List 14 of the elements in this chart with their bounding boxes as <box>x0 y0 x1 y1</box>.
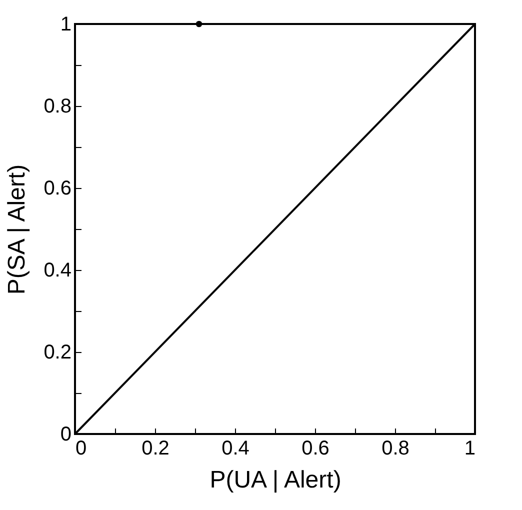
x-tick-label: 0.8 <box>382 438 410 460</box>
y-tick-label: 0 <box>60 424 72 446</box>
y-tick-label: 1 <box>60 14 72 36</box>
y-axis-title: P(SA | Alert) <box>4 164 31 295</box>
x-tick-label: 0.6 <box>302 438 330 460</box>
y-tick-label: 0.4 <box>44 260 72 282</box>
y-tick-label: 0.8 <box>44 96 72 118</box>
x-axis-title: P(UA | Alert) <box>210 466 342 494</box>
y-tick-label: 0.2 <box>44 342 72 364</box>
y-tick-label: 0.6 <box>44 178 72 200</box>
x-tick-label: 0 <box>76 438 87 460</box>
x-tick-label: 0.4 <box>222 438 250 460</box>
x-tick-label: 1 <box>464 438 476 460</box>
x-tick-label: 0.2 <box>142 438 170 460</box>
